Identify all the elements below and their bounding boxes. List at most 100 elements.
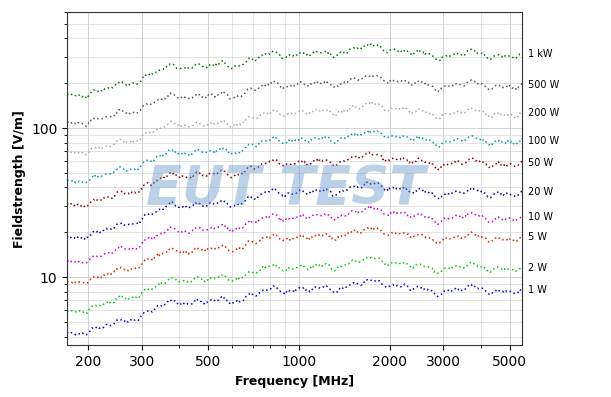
200 W: [335, 108, 343, 113]
100 W: [280, 141, 288, 146]
5 W: [64, 280, 71, 285]
2 W: [510, 268, 517, 272]
1 kW: [439, 55, 446, 60]
500 W: [64, 120, 71, 125]
Text: 20 W: 20 W: [528, 187, 553, 197]
2 W: [84, 311, 91, 316]
200 W: [510, 114, 517, 119]
1 kW: [64, 93, 71, 97]
Y-axis label: Fieldstrength [V/m]: Fieldstrength [V/m]: [13, 110, 26, 248]
Line: 50 W: 50 W: [67, 152, 522, 207]
20 W: [284, 192, 291, 197]
200 W: [82, 152, 90, 157]
50 W: [311, 158, 318, 162]
Line: 5 W: 5 W: [67, 227, 522, 283]
2 W: [335, 264, 343, 268]
Line: 200 W: 200 W: [67, 103, 522, 154]
200 W: [439, 112, 446, 117]
20 W: [510, 193, 517, 198]
10 W: [439, 218, 446, 223]
20 W: [363, 180, 370, 185]
10 W: [510, 218, 517, 222]
1 kW: [280, 55, 288, 60]
10 W: [280, 217, 288, 222]
200 W: [280, 114, 288, 118]
5 W: [280, 238, 288, 243]
Text: 200 W: 200 W: [528, 108, 559, 118]
500 W: [280, 85, 288, 90]
1 W: [64, 331, 71, 335]
500 W: [82, 124, 90, 129]
50 W: [80, 205, 87, 210]
1 W: [81, 333, 88, 337]
2 W: [280, 268, 288, 273]
10 W: [64, 258, 71, 263]
100 W: [439, 141, 446, 146]
20 W: [280, 192, 288, 197]
1 W: [439, 291, 446, 296]
Text: 10 W: 10 W: [528, 212, 553, 222]
Text: EUT TEST: EUT TEST: [146, 163, 425, 215]
1 W: [284, 288, 291, 293]
5 W: [519, 233, 526, 238]
20 W: [519, 188, 526, 193]
Text: 1 W: 1 W: [528, 285, 547, 295]
500 W: [284, 85, 291, 89]
10 W: [284, 217, 291, 222]
500 W: [439, 85, 446, 90]
1 W: [280, 291, 288, 296]
500 W: [335, 83, 343, 87]
20 W: [335, 190, 343, 195]
200 W: [519, 109, 526, 114]
200 W: [368, 100, 376, 105]
20 W: [439, 193, 446, 198]
50 W: [519, 159, 526, 164]
100 W: [80, 181, 87, 185]
50 W: [510, 164, 517, 168]
200 W: [311, 109, 318, 114]
500 W: [367, 73, 375, 77]
100 W: [510, 141, 517, 145]
500 W: [311, 81, 318, 85]
5 W: [365, 225, 373, 230]
5 W: [439, 238, 446, 243]
1 W: [364, 277, 371, 282]
1 W: [519, 287, 526, 292]
Line: 500 W: 500 W: [67, 75, 522, 127]
1 kW: [284, 54, 291, 58]
500 W: [510, 86, 517, 91]
2 W: [519, 264, 526, 269]
Line: 100 W: 100 W: [67, 130, 522, 183]
Line: 20 W: 20 W: [67, 182, 522, 239]
10 W: [364, 204, 371, 209]
2 W: [284, 266, 291, 271]
1 W: [510, 291, 517, 296]
100 W: [519, 136, 526, 141]
Line: 1 kW: 1 kW: [67, 44, 522, 97]
1 kW: [519, 50, 526, 55]
Text: 100 W: 100 W: [528, 136, 559, 146]
100 W: [365, 127, 373, 132]
20 W: [64, 235, 71, 240]
5 W: [284, 236, 291, 241]
Text: 5 W: 5 W: [528, 232, 547, 243]
Text: 500 W: 500 W: [528, 80, 559, 90]
5 W: [311, 233, 318, 238]
200 W: [284, 112, 291, 117]
1 kW: [311, 50, 318, 55]
50 W: [64, 202, 71, 207]
5 W: [82, 281, 90, 286]
50 W: [284, 162, 291, 166]
20 W: [81, 237, 88, 241]
2 W: [439, 268, 446, 273]
2 W: [64, 308, 71, 312]
20 W: [311, 188, 318, 193]
10 W: [82, 260, 90, 265]
50 W: [335, 161, 343, 166]
10 W: [335, 214, 343, 218]
1 W: [311, 285, 318, 290]
5 W: [510, 238, 517, 243]
Text: 50 W: 50 W: [528, 158, 553, 168]
100 W: [335, 137, 343, 142]
50 W: [280, 164, 288, 169]
